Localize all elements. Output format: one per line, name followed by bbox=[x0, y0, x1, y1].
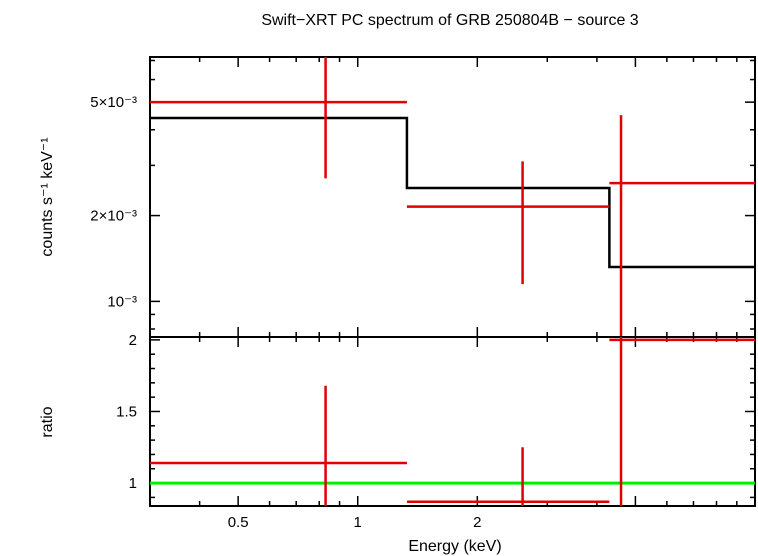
spectrum-plot-frame bbox=[149, 56, 756, 338]
y-tick-label: 2 bbox=[129, 332, 137, 349]
ratio-plot-frame bbox=[149, 336, 756, 507]
x-axis-label: Energy (keV) bbox=[408, 538, 501, 555]
spectrum-panel: 5×10⁻³ 2×10⁻³ 10⁻³ bbox=[90, 56, 756, 338]
x-tick-label: 0.5 bbox=[228, 514, 249, 531]
model-step-line bbox=[150, 116, 755, 269]
data-series bbox=[150, 57, 755, 337]
y-tick-label: 1.5 bbox=[116, 403, 137, 420]
x-tick-label: 2 bbox=[473, 514, 481, 531]
y-tick-label: 5×10⁻³ bbox=[90, 94, 137, 111]
ratio-series bbox=[150, 337, 755, 506]
y-tick-label: 10⁻³ bbox=[107, 293, 137, 310]
ratio-panel: 0.5 1 2 1 1.5 2 bbox=[116, 332, 756, 531]
y-tick-label: 2×10⁻³ bbox=[90, 208, 137, 225]
model-series bbox=[150, 116, 755, 269]
x-tick-label: 1 bbox=[354, 514, 362, 531]
chart-title: Swift−XRT PC spectrum of GRB 250804B − s… bbox=[261, 12, 638, 29]
spectrum-y-axis-label: counts s⁻¹ keV⁻¹ bbox=[39, 137, 56, 256]
ratio-y-axis-label: ratio bbox=[39, 406, 56, 437]
y-tick-label: 1 bbox=[129, 475, 137, 492]
